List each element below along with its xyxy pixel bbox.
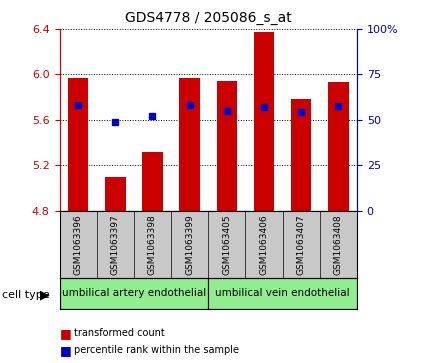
Text: umbilical vein endothelial: umbilical vein endothelial [215, 289, 350, 298]
Text: GSM1063408: GSM1063408 [334, 214, 343, 274]
Bar [208, 278, 357, 309]
Title: GDS4778 / 205086_s_at: GDS4778 / 205086_s_at [125, 11, 292, 25]
Text: GSM1063399: GSM1063399 [185, 214, 194, 275]
Text: GSM1063405: GSM1063405 [222, 214, 231, 274]
Text: GSM1063396: GSM1063396 [74, 214, 82, 275]
Text: ■: ■ [60, 344, 71, 357]
Bar [68, 78, 88, 211]
Text: ■: ■ [60, 327, 71, 340]
Bar [142, 151, 163, 211]
Text: cell type: cell type [2, 290, 50, 300]
Text: percentile rank within the sample: percentile rank within the sample [74, 345, 239, 355]
Text: GSM1063406: GSM1063406 [260, 214, 269, 274]
Bar [60, 278, 208, 309]
Bar [105, 176, 125, 211]
Bar [291, 99, 312, 211]
Bar [217, 81, 237, 211]
Bar [328, 82, 348, 211]
Text: GSM1063397: GSM1063397 [111, 214, 120, 275]
Bar [179, 78, 200, 211]
Text: GSM1063398: GSM1063398 [148, 214, 157, 275]
Text: ▶: ▶ [40, 289, 49, 302]
Text: GSM1063407: GSM1063407 [297, 214, 306, 274]
Bar [254, 32, 274, 211]
Text: umbilical artery endothelial: umbilical artery endothelial [62, 289, 206, 298]
Text: transformed count: transformed count [74, 328, 165, 338]
